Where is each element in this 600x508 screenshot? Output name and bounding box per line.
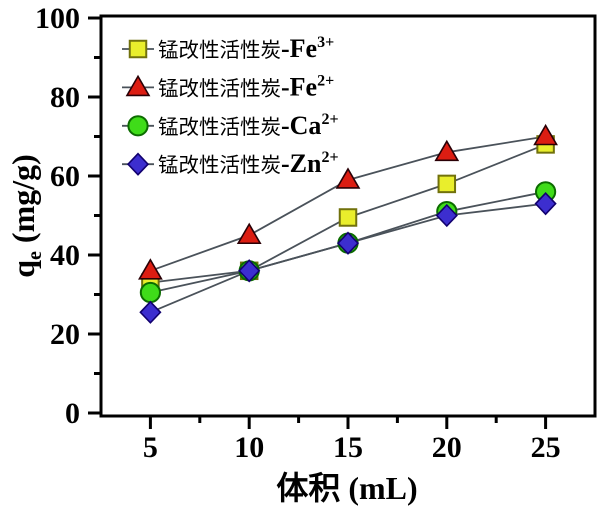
legend-item-ca2: 锰改性活性炭-Ca2+: [122, 111, 339, 140]
diamond-legend-marker: [126, 152, 150, 176]
x-axis-ticks: [148, 416, 548, 429]
legend-label: 锰改性活性炭-Fe3+: [158, 34, 334, 63]
y-tick-label: 60: [50, 160, 80, 193]
y-axis-title: qe (mg/g): [5, 154, 46, 278]
series-markers-fe2: [138, 123, 558, 280]
y-tick-labels: 0 20 40 60 80 100: [35, 2, 80, 430]
diamond-marker: [534, 191, 557, 216]
x-tick-label: 20: [432, 431, 462, 464]
y-tick-label: 40: [50, 239, 80, 272]
diamond-marker: [336, 231, 360, 255]
x-tick-label: 25: [531, 431, 561, 464]
circle-legend-marker: [127, 115, 149, 137]
triangle-legend-marker: [125, 74, 151, 97]
y-tick-label: 0: [65, 397, 80, 430]
square-legend-marker: [128, 39, 148, 59]
x-tick-labels: 5 10 15 20 25: [143, 431, 561, 464]
legend-item-fe2: 锰改性活性炭-Fe2+: [122, 72, 334, 101]
legend-item-fe3: 锰改性活性炭-Fe3+: [122, 34, 334, 63]
legend-label: 锰改性活性炭-Ca2+: [158, 111, 339, 140]
triangle-marker: [533, 123, 558, 146]
circle-marker: [139, 281, 161, 304]
square-marker: [338, 208, 358, 227]
triangle-marker: [335, 167, 361, 189]
series-markers-zn2: [139, 191, 557, 324]
diamond-marker: [139, 300, 162, 324]
triangle-marker: [434, 139, 460, 162]
legend-label: 锰改性活性炭-Fe2+: [158, 72, 334, 101]
x-tick-label: 5: [143, 431, 158, 464]
diamond-marker: [238, 259, 261, 283]
legend: 锰改性活性炭-Fe3+ 锰改性活性炭-Fe2+ 锰改性活性炭-Ca2+ 锰改性活性炭-…: [122, 34, 339, 178]
legend-item-zn2: 锰改性活性炭-Zn2+: [122, 149, 339, 178]
x-tick-label: 15: [333, 431, 363, 464]
diamond-marker: [435, 203, 458, 228]
y-tick-label: 20: [50, 318, 80, 351]
y-tick-label: 80: [50, 81, 80, 114]
triangle-marker: [236, 222, 262, 245]
y-axis-ticks: [88, 16, 101, 415]
legend-label: 锰改性活性炭-Zn2+: [158, 149, 339, 178]
triangle-marker: [138, 258, 163, 280]
square-marker: [437, 174, 457, 194]
x-tick-label: 10: [234, 431, 264, 464]
y-tick-label: 100: [35, 2, 80, 35]
x-axis-title: 体积 (mL): [276, 470, 417, 506]
